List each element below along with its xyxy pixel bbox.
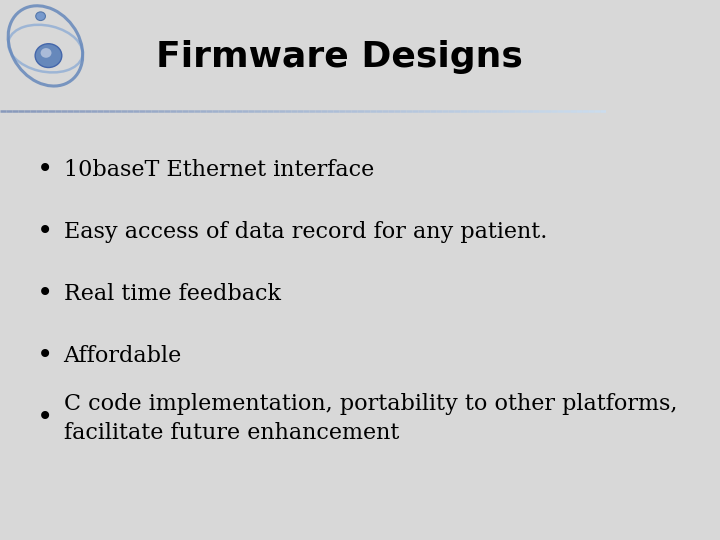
Text: •: •	[37, 219, 53, 246]
Text: •: •	[37, 281, 53, 308]
Text: •: •	[37, 343, 53, 370]
Circle shape	[40, 48, 52, 58]
Text: C code implementation, portability to other platforms,
facilitate future enhance: C code implementation, portability to ot…	[63, 393, 677, 444]
Text: Real time feedback: Real time feedback	[63, 284, 281, 305]
Circle shape	[35, 44, 62, 68]
Text: Firmware Designs: Firmware Designs	[156, 40, 523, 73]
Text: 10baseT Ethernet interface: 10baseT Ethernet interface	[63, 159, 374, 181]
Text: •: •	[37, 405, 53, 432]
Circle shape	[36, 12, 45, 21]
Text: Affordable: Affordable	[63, 346, 182, 367]
Text: •: •	[37, 157, 53, 184]
Text: Easy access of data record for any patient.: Easy access of data record for any patie…	[63, 221, 547, 243]
